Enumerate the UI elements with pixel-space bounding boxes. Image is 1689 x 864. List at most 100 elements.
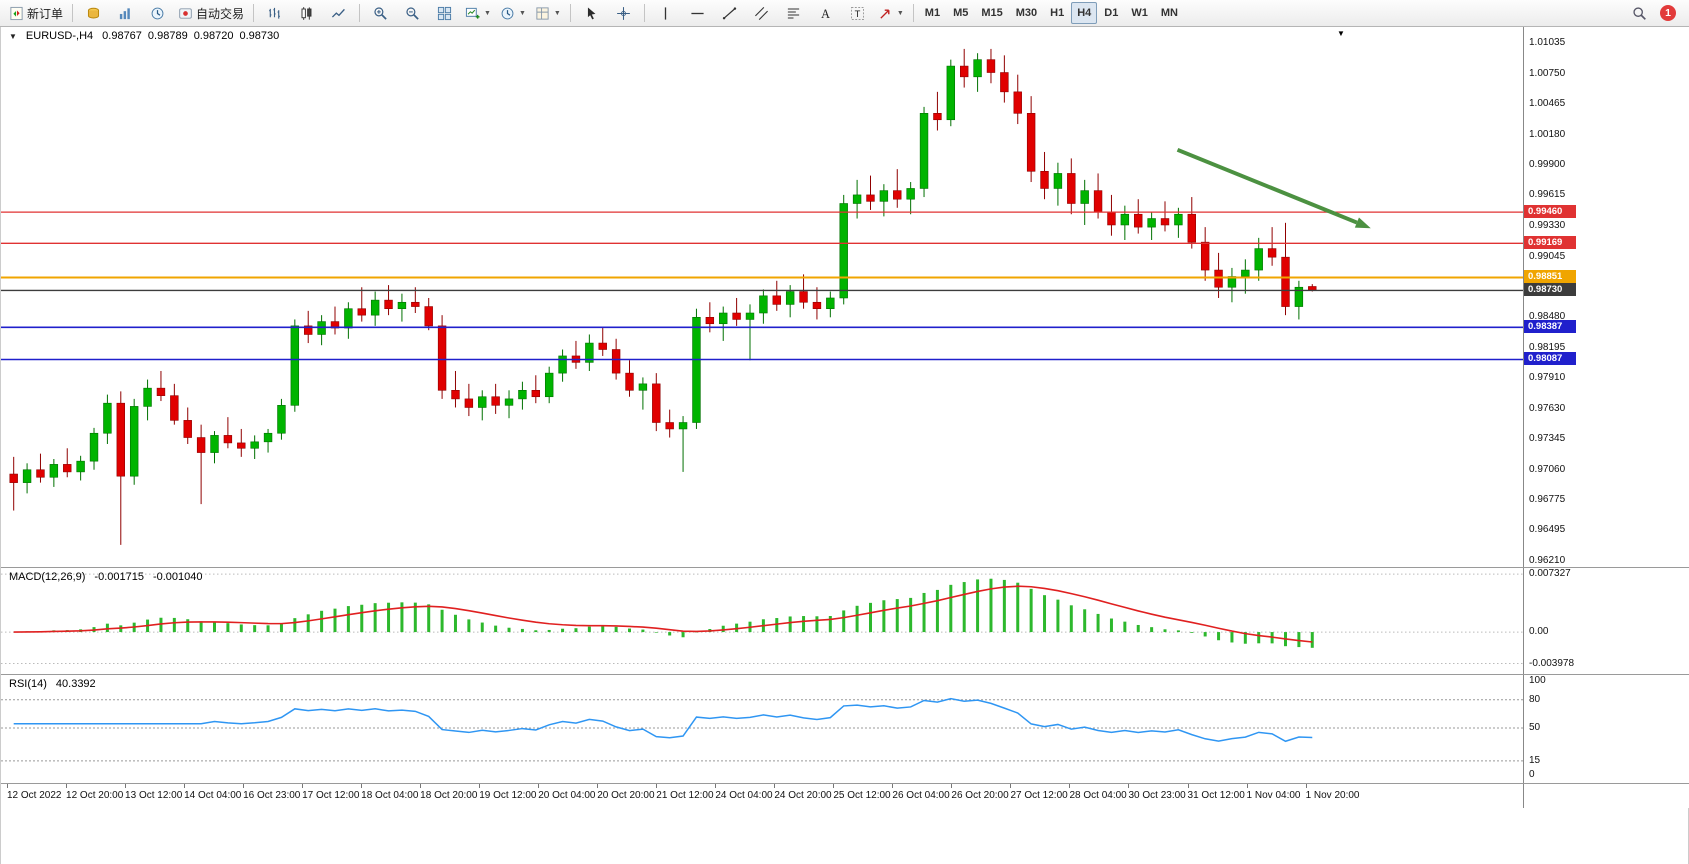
- strategy-tester-button[interactable]: [110, 1, 141, 25]
- toolbar-separator: [912, 4, 914, 22]
- zoom-in-button[interactable]: [365, 1, 396, 25]
- chevron-down-icon: ▼: [553, 9, 561, 17]
- chart-window: ▼ EURUSD-,H4 0.98767 0.98789 0.98720 0.9…: [0, 27, 1689, 864]
- candlestick-icon: [299, 6, 314, 21]
- candle: [705, 316, 715, 325]
- candle: [89, 432, 99, 462]
- macd-chart[interactable]: [1, 568, 1523, 674]
- panel-divider[interactable]: [1, 674, 1689, 675]
- timeframe-group: M1 M5 M15 M30 H1 H4 D1 W1 MN: [919, 2, 1184, 24]
- timeframe-m5[interactable]: M5: [953, 7, 969, 19]
- template-button[interactable]: ▼: [531, 1, 565, 25]
- macd-signal-line: [13, 585, 1313, 643]
- candle: [22, 469, 32, 483]
- trendline-button[interactable]: [714, 1, 745, 25]
- price-scale[interactable]: 1.01035 1.00750 1.00465 1.00180 0.99900 0.996…: [1523, 27, 1689, 808]
- timeframe-m30[interactable]: M30: [1015, 7, 1038, 19]
- time-axis-tick: [479, 784, 481, 788]
- candle: [799, 291, 808, 303]
- time-axis-tick: [538, 784, 540, 788]
- panel-divider[interactable]: [1, 567, 1689, 568]
- timeframe-m15[interactable]: M15: [981, 7, 1003, 19]
- candle: [531, 390, 541, 398]
- time-axis-tick: [656, 784, 658, 788]
- chart-title: ▼ EURUSD-,H4 0.98767 0.98789 0.98720 0.9…: [9, 30, 279, 42]
- rsi-chart[interactable]: [1, 675, 1523, 783]
- trend-arrow-line[interactable]: [1176, 147, 1358, 225]
- candle: [772, 295, 781, 305]
- time-axis-label: 1 Nov 04:00: [1246, 790, 1301, 801]
- candle: [210, 435, 219, 453]
- horizontal-line-button[interactable]: [682, 1, 713, 25]
- one-click-trading-toggle[interactable]: ▼: [9, 31, 17, 41]
- candle: [263, 432, 273, 443]
- price-axis-label: 0.97910: [1529, 372, 1566, 384]
- timeframe-h4[interactable]: H4: [1071, 2, 1098, 24]
- new-order-button[interactable]: 新订单: [5, 1, 67, 25]
- timeframe-d1[interactable]: D1: [1104, 7, 1119, 19]
- rsi-axis-label: 80: [1529, 693, 1541, 705]
- candle: [919, 113, 929, 189]
- time-axis-label: 21 Oct 12:00: [656, 790, 714, 801]
- panel-divider[interactable]: [1, 783, 1689, 784]
- search-button[interactable]: [1624, 1, 1655, 25]
- tile-windows-button[interactable]: [429, 1, 460, 25]
- timeframe-m1[interactable]: M1: [924, 7, 941, 19]
- vertical-line-button[interactable]: [650, 1, 681, 25]
- candle: [277, 405, 286, 434]
- data-window-button[interactable]: [142, 1, 173, 25]
- time-axis-label: 27 Oct 12:00: [1010, 790, 1068, 801]
- candle: [625, 372, 634, 391]
- cursor-icon: [584, 6, 599, 21]
- cursor-button[interactable]: [576, 1, 607, 25]
- fibonacci-button[interactable]: [778, 1, 809, 25]
- zoom-out-button[interactable]: [397, 1, 428, 25]
- bar-chart-button[interactable]: [259, 1, 290, 25]
- line-chart-button[interactable]: [323, 1, 354, 25]
- channel-button[interactable]: [746, 1, 777, 25]
- candle: [719, 312, 728, 325]
- trend-arrow-head[interactable]: [1354, 217, 1371, 229]
- candle: [451, 390, 460, 400]
- candle: [1040, 170, 1049, 189]
- timeframe-w1[interactable]: W1: [1131, 7, 1148, 19]
- time-axis-tick: [833, 784, 835, 788]
- time-axis-tick: [951, 784, 953, 788]
- crosshair-button[interactable]: [608, 1, 639, 25]
- chart-shift-marker[interactable]: ▼: [1337, 29, 1345, 38]
- candle: [1160, 218, 1170, 226]
- time-axis-label: 26 Oct 04:00: [892, 790, 950, 801]
- text-button[interactable]: A: [810, 1, 841, 25]
- terminal-button[interactable]: [78, 1, 109, 25]
- time-axis[interactable]: 12 Oct 2022 12 Oct 20:00 13 Oct 12:00 14 Oc…: [1, 784, 1523, 808]
- candlestick-chart[interactable]: [1, 27, 1523, 567]
- close-value: 0.98730: [239, 30, 280, 42]
- macd-panel[interactable]: MACD(12,26,9) -0.001715 -0.001040: [1, 568, 1523, 674]
- price-axis-label: 1.00750: [1529, 67, 1566, 79]
- arrows-button[interactable]: ▼: [874, 1, 908, 25]
- candle: [304, 325, 313, 335]
- time-axis-tick: [892, 784, 894, 788]
- main-chart-panel[interactable]: ▼ EURUSD-,H4 0.98767 0.98789 0.98720 0.9…: [1, 27, 1523, 567]
- period-button[interactable]: ▼: [496, 1, 530, 25]
- time-axis-tick: [66, 784, 68, 788]
- candle: [1093, 190, 1103, 213]
- time-axis-label: 19 Oct 12:00: [479, 790, 537, 801]
- terminal-icon: [86, 6, 101, 21]
- notification-badge[interactable]: 1: [1660, 5, 1676, 21]
- time-axis-tick: [715, 784, 717, 788]
- candle: [170, 395, 179, 421]
- candle: [129, 406, 139, 477]
- timeframe-mn[interactable]: MN: [1160, 7, 1178, 19]
- candle: [692, 316, 701, 423]
- new-chart-button[interactable]: ▼: [461, 1, 495, 25]
- text-label-button[interactable]: T: [842, 1, 873, 25]
- time-axis-tick: [1305, 784, 1307, 788]
- candle: [464, 398, 474, 408]
- timeframe-h1[interactable]: H1: [1050, 7, 1065, 19]
- autotrading-button[interactable]: 自动交易: [174, 1, 248, 25]
- candle: [156, 387, 166, 396]
- candlestick-chart-button[interactable]: [291, 1, 322, 25]
- rsi-panel[interactable]: RSI(14) 40.3392: [1, 675, 1523, 783]
- candle: [678, 422, 688, 430]
